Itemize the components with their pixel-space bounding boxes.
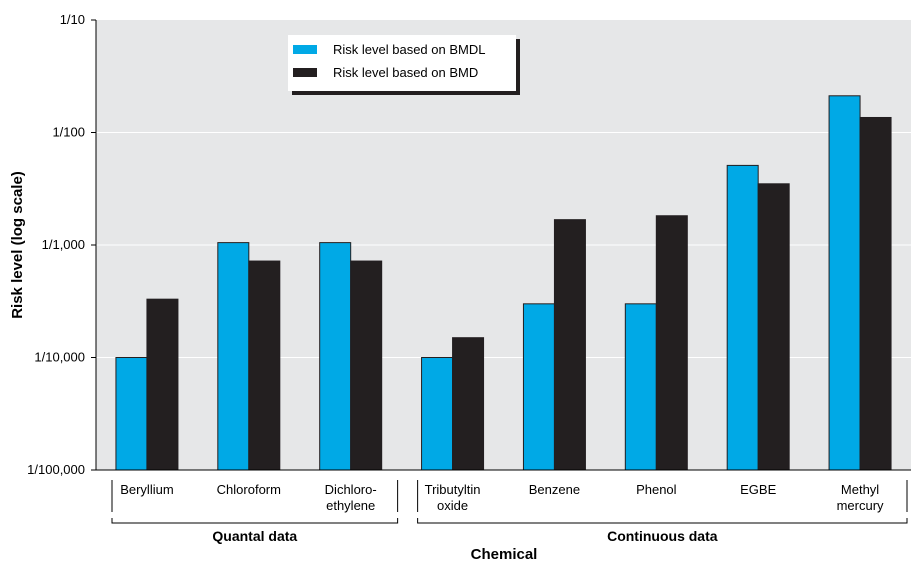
bar-bmdl [217, 242, 250, 471]
x-tick-label: Phenol [636, 482, 677, 497]
group-bracket [111, 518, 399, 524]
group-bracket [417, 518, 908, 524]
bar-bmdl [319, 242, 352, 471]
x-tick-label: Dichloro- [325, 482, 377, 497]
group-label: Quantal data [212, 528, 297, 544]
bar-bmd [146, 298, 179, 471]
x-axis-title: Chemical [471, 546, 538, 563]
bars [115, 95, 892, 471]
bar-bmdl [421, 357, 454, 471]
bar-bmdl [726, 164, 759, 471]
x-axis-categories: Beryllium Chloroform Dichloro-ethylene Trib… [120, 482, 884, 513]
y-tick-label: 1/1,000 [42, 237, 85, 252]
legend-label-bmdl: Risk level based on BMDL [333, 42, 485, 57]
legend: Risk level based on BMDL Risk level base… [288, 35, 520, 95]
category-groups: Quantal data Continuous data [111, 480, 908, 544]
bar-bmd [655, 215, 688, 471]
y-axis-title: Risk level (log scale) [9, 171, 26, 319]
x-tick-label: ethylene [326, 498, 375, 513]
bar-bmd [248, 260, 281, 471]
y-axis-ticks: 1/10 1/100 1/1,000 1/10,000 1/100,000 [27, 12, 96, 477]
y-tick-label: 1/100,000 [27, 462, 85, 477]
y-tick-label: 1/10,000 [34, 350, 85, 365]
y-tick-label: 1/100 [52, 125, 85, 140]
x-tick-label: Chloroform [217, 482, 281, 497]
x-tick-label: EGBE [740, 482, 776, 497]
legend-box [288, 35, 516, 91]
x-tick-label: Beryllium [120, 482, 173, 497]
x-tick-label: oxide [437, 498, 468, 513]
bar-bmd [350, 260, 383, 471]
legend-label-bmd: Risk level based on BMD [333, 65, 478, 80]
legend-swatch-bmd [293, 68, 317, 77]
bar-bmd [859, 116, 892, 471]
bar-bmd [553, 219, 586, 471]
x-tick-label: Tributyltin [425, 482, 481, 497]
bar-bmdl [828, 95, 861, 471]
x-tick-label: mercury [837, 498, 884, 513]
x-tick-label: Benzene [529, 482, 580, 497]
x-tick-label: Methyl [841, 482, 879, 497]
bar-bmd [452, 337, 485, 471]
bar-bmd [757, 183, 790, 471]
bar-bmdl [522, 303, 555, 471]
bar-bmdl [115, 357, 148, 471]
y-tick-label: 1/10 [60, 12, 85, 27]
legend-swatch-bmdl [293, 45, 317, 54]
group-label: Continuous data [607, 528, 718, 544]
bar-bmdl [624, 303, 657, 471]
